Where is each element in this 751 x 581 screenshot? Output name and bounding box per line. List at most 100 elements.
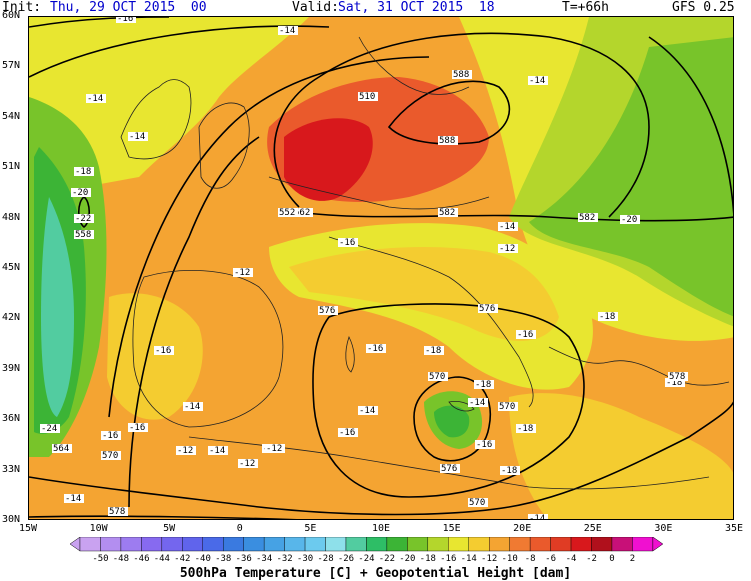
temperature-label: -20 [72,188,88,198]
init-value: Thu, 29 OCT 2015 00 [50,0,207,15]
lon-label: 15W [18,523,38,534]
temperature-label-bg [154,346,174,355]
coastline [268,176,490,210]
colorbar-swatch [100,537,122,552]
height-label-bg [358,92,378,101]
temperature-label-bg [40,424,60,433]
height-label: 588 [439,136,455,146]
temperature-label-bg [64,494,84,503]
coastline [448,401,475,412]
coastline [120,79,192,160]
lon-label: 0 [236,523,243,534]
lat-label: 48N [2,211,21,223]
temperature-label-bg [516,424,536,433]
temperature-label: -14 [469,398,485,408]
temperature-label: -16 [339,238,355,248]
colorbar-swatch [284,537,306,552]
lat-label: 45N [2,262,21,273]
colorbar-tick-label: 0 [609,554,615,564]
temperature-band [29,17,309,197]
lon-label: 30E [654,523,673,534]
weather-map: -16 -14 -14 -14 -14 -18 -20 -22 558 -16 -14 -12 -16 -… [28,16,734,520]
temperature-label-bg [74,214,94,223]
colorbar-swatch [386,537,408,552]
temperature-label: -18 [501,466,517,476]
height-label-bg [440,464,460,473]
temperature-label-bg [74,230,94,239]
temperature-label: -14 [529,514,545,520]
temperature-label: -18 [666,378,682,388]
temperature-band [529,37,733,317]
colorbar-tick-label: -32 [276,554,293,564]
height-contour [298,211,733,222]
temperature-label: -20 [621,215,637,225]
coastline [328,236,534,408]
colorbar-swatch [448,537,469,552]
temperature-label: -16 [129,423,145,433]
colorbar-tick-label: -6 [545,554,556,564]
height-contour [273,32,650,218]
height-label-bg [108,507,128,516]
height-contour [29,515,297,519]
temperature-label: -16 [367,344,383,354]
temperature-label: -14 [499,222,515,232]
temperature-label: -18 [475,380,491,390]
colorbar-swatches [70,537,664,552]
lon-label: 10W [89,523,108,534]
lon-label: 15E [442,523,461,534]
colorbar-tick-label: -50 [92,554,109,564]
temperature-label-bg [498,222,518,231]
temperature-label-bg [620,215,640,224]
colorbar-title: 500hPa Temperature [C] + Geopotential He… [179,566,572,581]
temperature-label-bg [208,446,228,455]
height-label: 570 [499,402,515,412]
temperature-label-bg [338,428,358,437]
coastline [358,36,470,95]
temperature-label: -12 [239,459,255,469]
temperature-label: -14 [359,406,375,416]
height-label: 570 [102,451,118,461]
colorbar-swatch [141,537,163,552]
height-label: 570 [469,498,485,508]
colorbar-swatch [550,537,572,552]
colorbar-swatch [366,537,388,552]
temperature-label-bg [528,76,548,85]
colorbar-swatch [345,537,367,552]
lon-label: 25E [583,523,602,534]
coastline [132,270,284,428]
temperature-label: -12 [177,446,193,456]
temperature-label-bg [500,466,520,475]
temperature-label-bg [475,440,495,449]
colorbar-swatch [489,537,510,552]
colorbar-tick-label: 2 [629,554,636,564]
temperature-label-bg [176,446,196,455]
forecast-hour: T=+66h [562,0,609,15]
colorbar-tick-label: -24 [358,554,375,564]
colorbar-arrow-left [70,537,81,552]
colorbar-swatch [304,537,326,552]
height-contour [29,17,170,28]
temperature-label-bg [238,459,258,468]
colorbar-swatch [509,537,531,552]
colorbar-tick-label: -30 [296,554,314,564]
temperature-band [284,118,373,201]
colorbar-swatch [325,537,347,552]
colorbar-tick-label: -14 [460,554,477,564]
height-label: 564 [53,444,69,454]
lat-label: 39N [2,362,21,374]
colorbar-tick-label: -16 [440,554,457,564]
colorbar-tick-label: -42 [174,554,191,564]
height-label-bg [318,306,338,315]
height-label: 582 [439,208,455,218]
lon-label: 5W [163,523,176,534]
colorbar-swatch [591,537,613,552]
height-label: 576 [319,306,335,316]
temperature-band [509,393,733,519]
temperature-label: -18 [75,167,91,177]
temperature-label-bg [424,346,444,355]
temperature-label: -14 [87,94,103,104]
temperature-label: -14 [209,446,225,456]
temperature-label: -16 [155,346,171,356]
colorbar-tick-label: -12 [481,554,498,564]
temperature-label-bg [101,431,121,440]
